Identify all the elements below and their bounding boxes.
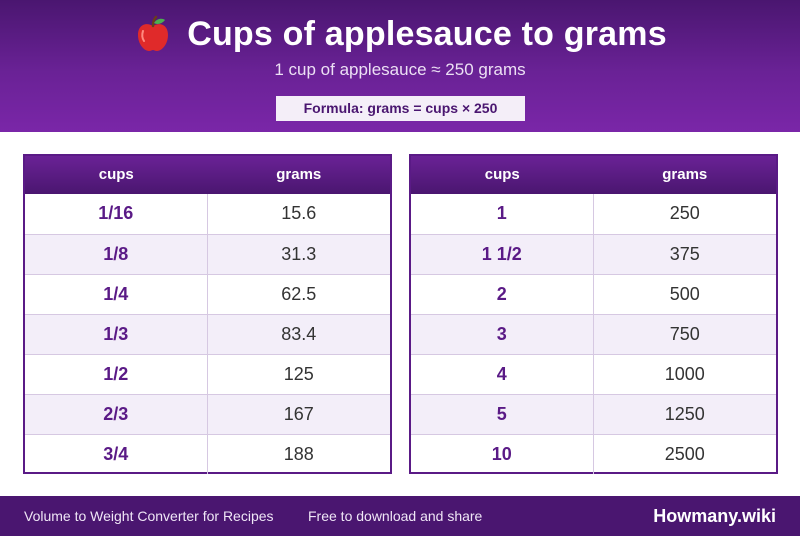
column-header-grams: grams bbox=[662, 166, 708, 183]
cups-cell: 1 1/2 bbox=[411, 235, 594, 274]
grams-cell: 31.3 bbox=[281, 244, 317, 264]
table-header: cups grams bbox=[25, 156, 390, 194]
table-row: 3 750 bbox=[411, 314, 776, 354]
cups-cell: 10 bbox=[411, 435, 594, 474]
table-row: 1/3 83.4 bbox=[25, 314, 390, 354]
grams-cell: 2500 bbox=[664, 444, 705, 464]
brand-logo[interactable]: Howmany.wiki bbox=[653, 506, 776, 526]
cups-cell: 1/4 bbox=[25, 275, 208, 314]
cups-cell: 1 bbox=[411, 194, 594, 234]
apple-icon bbox=[138, 15, 169, 51]
grams-cell: 750 bbox=[669, 324, 700, 344]
table-row: 1/4 62.5 bbox=[25, 274, 390, 314]
table-row: 1 1/2 375 bbox=[411, 234, 776, 274]
column-header-cups: cups bbox=[98, 166, 134, 183]
conversion-table-small: cups grams 1/16 15.6 1/8 31.3 1/4 62.5 1… bbox=[23, 154, 392, 474]
grams-cell: 62.5 bbox=[281, 284, 317, 304]
table-row: 1 250 bbox=[411, 194, 776, 234]
cups-cell: 2/3 bbox=[25, 395, 208, 434]
column-header-cups: cups bbox=[484, 166, 520, 183]
page-subtitle: 1 cup of applesauce ≈ 250 grams bbox=[274, 60, 526, 79]
cups-cell: 3/4 bbox=[25, 435, 208, 474]
cups-cell: 1/8 bbox=[25, 235, 208, 274]
cups-cell: 1/2 bbox=[25, 355, 208, 394]
table-row: 5 1250 bbox=[411, 394, 776, 434]
cups-cell: 1/16 bbox=[25, 194, 208, 234]
table-header: cups grams bbox=[411, 156, 776, 194]
cups-cell: 3 bbox=[411, 315, 594, 354]
table-row: 1/8 31.3 bbox=[25, 234, 390, 274]
grams-cell: 15.6 bbox=[281, 203, 317, 223]
grams-cell: 188 bbox=[283, 444, 314, 464]
page-title: Cups of applesauce to grams bbox=[187, 14, 667, 53]
grams-cell: 1000 bbox=[664, 364, 705, 384]
grams-cell: 500 bbox=[669, 284, 700, 304]
footer-bar: Volume to Weight Converter for Recipes F… bbox=[0, 496, 800, 536]
footer-share-note: Free to download and share bbox=[308, 508, 483, 524]
header-banner: Cups of applesauce to grams 1 cup of app… bbox=[0, 0, 800, 132]
grams-cell: 125 bbox=[283, 364, 314, 384]
table-row: 4 1000 bbox=[411, 354, 776, 394]
table-row: 3/4 188 bbox=[25, 434, 390, 474]
title-row: Cups of applesauce to grams bbox=[0, 12, 800, 56]
formula-badge: Formula: grams = cups × 250 bbox=[276, 96, 525, 121]
cups-cell: 5 bbox=[411, 395, 594, 434]
grams-cell: 1250 bbox=[664, 404, 705, 424]
cups-cell: 2 bbox=[411, 275, 594, 314]
footer-tagline: Volume to Weight Converter for Recipes bbox=[24, 508, 274, 524]
grams-cell: 375 bbox=[669, 244, 700, 264]
grams-cell: 250 bbox=[669, 203, 700, 223]
grams-cell: 167 bbox=[283, 404, 314, 424]
column-header-grams: grams bbox=[276, 166, 322, 183]
cups-cell: 4 bbox=[411, 355, 594, 394]
table-row: 1/16 15.6 bbox=[25, 194, 390, 234]
table-row: 2/3 167 bbox=[25, 394, 390, 434]
cups-cell: 1/3 bbox=[25, 315, 208, 354]
grams-cell: 83.4 bbox=[281, 324, 317, 344]
table-row: 2 500 bbox=[411, 274, 776, 314]
conversion-table-large: cups grams 1 250 1 1/2 375 2 500 3 750 4… bbox=[409, 154, 778, 474]
table-row: 10 2500 bbox=[411, 434, 776, 474]
table-row: 1/2 125 bbox=[25, 354, 390, 394]
